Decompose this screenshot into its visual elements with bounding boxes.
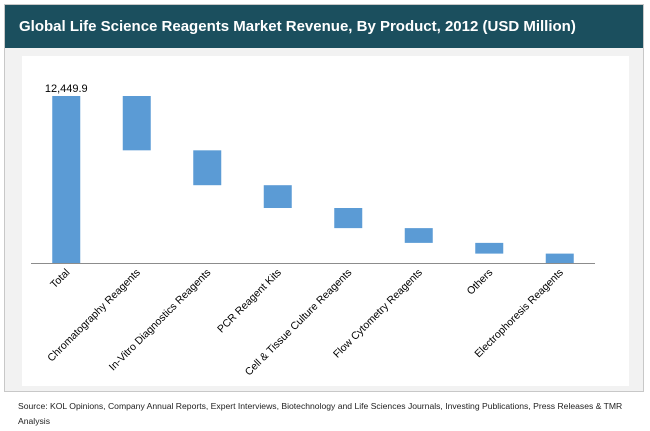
x-tick-label: Total bbox=[48, 267, 72, 291]
x-tick-label: Others bbox=[465, 267, 496, 298]
bar-1 bbox=[122, 96, 151, 151]
bar-4 bbox=[334, 208, 363, 229]
plot-area: Total Chromatography Reagents In-Vitro Dia… bbox=[22, 56, 629, 386]
chart-frame: Global Life Science Reagents Market Reve… bbox=[4, 4, 644, 392]
bar-6 bbox=[475, 242, 504, 254]
source-note: Source: KOL Opinions, Company Annual Rep… bbox=[18, 401, 623, 426]
bar-2 bbox=[193, 150, 222, 186]
x-tick-label: PCR Reagent Kits bbox=[215, 267, 284, 336]
bar-7 bbox=[545, 253, 574, 263]
bar-5 bbox=[404, 228, 433, 243]
bar-3 bbox=[263, 185, 292, 209]
bar-0 bbox=[52, 96, 81, 263]
chart-title: Global Life Science Reagents Market Reve… bbox=[5, 5, 643, 48]
data-label: 12,449.9 bbox=[45, 83, 88, 95]
